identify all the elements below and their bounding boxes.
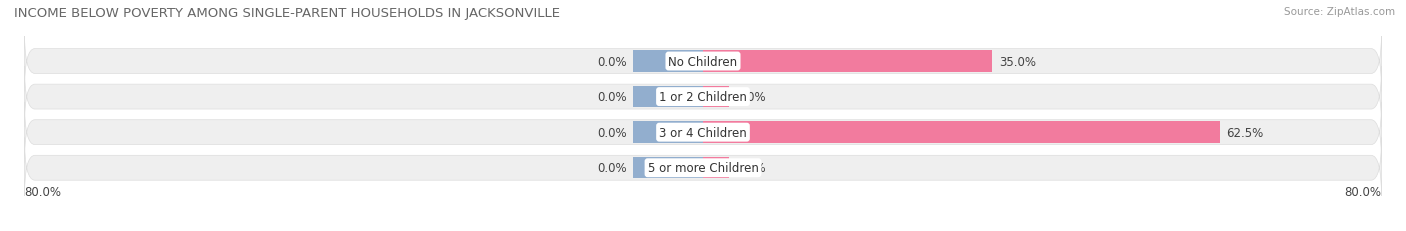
Text: 0.0%: 0.0%: [596, 55, 627, 68]
Text: 0.0%: 0.0%: [737, 91, 766, 104]
Text: 1 or 2 Children: 1 or 2 Children: [659, 91, 747, 104]
Text: 0.0%: 0.0%: [596, 91, 627, 104]
FancyBboxPatch shape: [24, 67, 1382, 127]
FancyBboxPatch shape: [24, 32, 1382, 92]
Text: Source: ZipAtlas.com: Source: ZipAtlas.com: [1284, 7, 1395, 17]
Text: 62.5%: 62.5%: [1226, 126, 1264, 139]
Text: No Children: No Children: [668, 55, 738, 68]
Bar: [703, 87, 730, 108]
Text: 0.0%: 0.0%: [596, 161, 627, 174]
Bar: [633, 157, 703, 179]
FancyBboxPatch shape: [24, 103, 1382, 163]
Bar: [703, 122, 1219, 143]
Text: 80.0%: 80.0%: [24, 186, 62, 199]
Text: 5 or more Children: 5 or more Children: [648, 161, 758, 174]
Text: INCOME BELOW POVERTY AMONG SINGLE-PARENT HOUSEHOLDS IN JACKSONVILLE: INCOME BELOW POVERTY AMONG SINGLE-PARENT…: [14, 7, 560, 20]
Text: 35.0%: 35.0%: [1000, 55, 1036, 68]
Bar: [703, 157, 730, 179]
Text: 80.0%: 80.0%: [1344, 186, 1382, 199]
Bar: [703, 51, 993, 72]
Text: 0.0%: 0.0%: [737, 161, 766, 174]
Bar: [633, 122, 703, 143]
FancyBboxPatch shape: [24, 138, 1382, 198]
Text: 3 or 4 Children: 3 or 4 Children: [659, 126, 747, 139]
Bar: [633, 87, 703, 108]
Bar: [633, 51, 703, 72]
Text: 0.0%: 0.0%: [596, 126, 627, 139]
